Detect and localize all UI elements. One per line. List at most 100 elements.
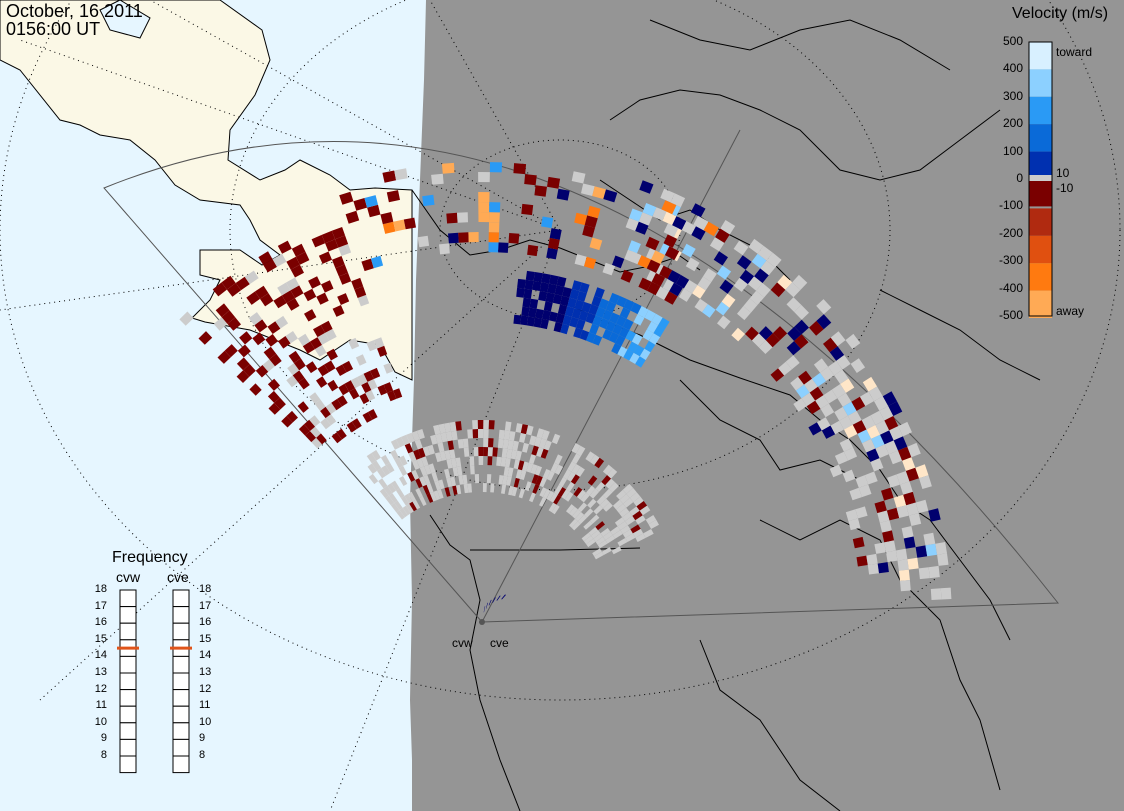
scatter-cell (488, 242, 499, 253)
scatter-cell (483, 420, 489, 430)
scatter-cell (575, 512, 585, 522)
scatter-cell (468, 232, 479, 243)
scatter-cell (524, 279, 534, 290)
scatter-cell (446, 212, 458, 224)
scatter-cell (478, 447, 484, 456)
scatter-cell (422, 194, 435, 207)
scatter-cell (887, 474, 900, 488)
scatter-cell (743, 298, 758, 313)
velocity-tick-label: 100 (1002, 143, 1023, 158)
inner-tick-plus: 10 (1056, 166, 1070, 180)
scatter-cell (577, 502, 588, 512)
frequency-scale-label: 13 (94, 666, 107, 678)
scatter-cell (345, 210, 360, 224)
scatter-cell (828, 360, 843, 376)
scatter-cell (777, 274, 793, 290)
scatter-cell (630, 302, 642, 315)
scatter-cell (685, 257, 700, 272)
scatter-cell (179, 311, 194, 326)
scatter-cell (702, 304, 716, 318)
frequency-cell (172, 722, 190, 740)
scatter-cell (265, 334, 278, 347)
scatter-cell (452, 467, 459, 477)
scatter-cell (614, 517, 625, 527)
scatter-cell (578, 310, 589, 322)
scatter-cell (584, 256, 597, 270)
scatter-cell (277, 240, 292, 254)
scatter-cell (611, 343, 622, 355)
scatter-cell (830, 331, 846, 347)
scatter-cell (298, 377, 310, 390)
scatter-cell (608, 482, 619, 493)
scatter-cell (836, 355, 851, 370)
scatter-cell (310, 337, 322, 350)
scatter-cell (889, 426, 903, 441)
scatter-cell (539, 282, 549, 293)
scatter-cell (226, 283, 241, 297)
scatter-cell (558, 477, 567, 488)
scatter-cell (487, 447, 493, 457)
scatter-cell (550, 462, 559, 473)
scatter-cell (421, 456, 429, 467)
scatter-cell (526, 425, 534, 436)
scatter-cell (778, 361, 792, 376)
scatter-cell (581, 183, 595, 196)
scatter-cell (625, 330, 636, 342)
scatter-cell (316, 376, 328, 388)
scatter-cell (362, 412, 373, 423)
colorbar-step-toward (1029, 151, 1052, 179)
scatter-cell (290, 264, 304, 278)
scatter-cell (414, 439, 423, 450)
scatter-cell (737, 306, 751, 321)
scatter-cell (823, 389, 838, 404)
scatter-cell (915, 545, 928, 558)
scatter-cell (829, 464, 843, 478)
scatter-cell (935, 542, 947, 555)
scatter-cell (515, 450, 522, 461)
night-region (410, 0, 1124, 811)
scatter-cell (733, 277, 748, 292)
scatter-cell (404, 493, 413, 504)
scatter-cell (303, 288, 317, 302)
scatter-cell (365, 390, 376, 401)
scatter-cell (862, 438, 876, 453)
scatter-cell (349, 388, 360, 400)
scatter-cell (517, 278, 526, 289)
scatter-cell (747, 276, 763, 291)
scatter-cell (411, 469, 420, 480)
scatter-cell (733, 240, 749, 256)
scatter-cell (669, 282, 683, 297)
scatter-cell (551, 504, 560, 515)
scatter-cell (548, 237, 560, 250)
scatter-cell (258, 251, 273, 265)
scatter-cell (513, 163, 527, 175)
scatter-cell (417, 235, 430, 248)
scatter-cell (595, 521, 605, 531)
scatter-cell (311, 234, 326, 248)
scatter-cell (445, 431, 453, 442)
scatter-cell (357, 294, 370, 307)
radar-site-marker (479, 619, 485, 625)
scatter-cell (620, 525, 631, 534)
scatter-cell (308, 276, 321, 289)
scatter-cell (286, 375, 299, 388)
plot-time: 0156:00 UT (6, 19, 101, 39)
scatter-cell (377, 345, 388, 357)
scatter-cell (639, 180, 654, 194)
scatter-cell (314, 344, 327, 357)
scatter-cell (754, 268, 769, 283)
scatter-cell (646, 321, 659, 334)
scatter-cell (681, 243, 696, 258)
scatter-cell (424, 464, 432, 475)
scatter-cell (401, 434, 410, 446)
scatter-cell (703, 221, 719, 237)
scatter-cell (874, 396, 889, 411)
scatter-cell (675, 274, 690, 289)
scatter-cell (263, 346, 277, 360)
scatter-cell (411, 430, 420, 442)
scatter-cell (646, 259, 661, 273)
frequency-scale-label: 15 (199, 632, 212, 645)
scatter-cell (549, 492, 558, 503)
frequency-cell (172, 606, 190, 624)
